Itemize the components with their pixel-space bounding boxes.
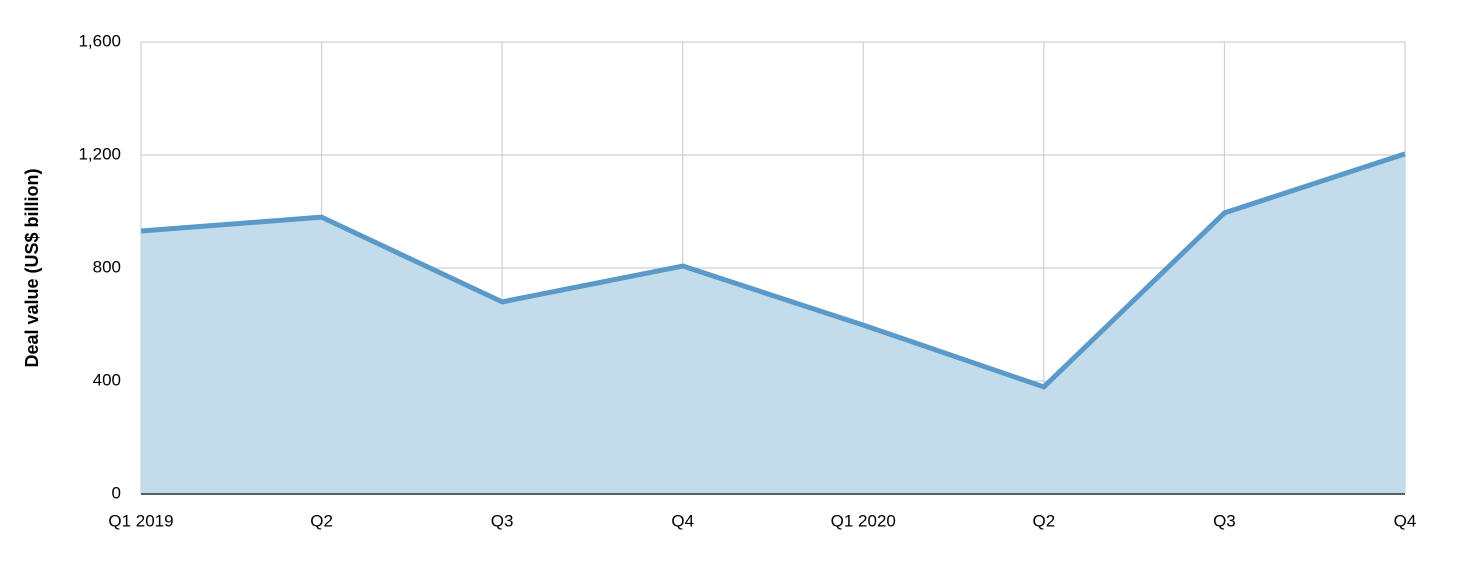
line [140, 151, 1406, 390]
x-tick-label: Q4 [671, 511, 694, 530]
x-tick-label: Q3 [1213, 511, 1236, 530]
x-tick-label: Q4 [1394, 511, 1417, 530]
x-tick-label: Q2 [310, 511, 333, 530]
x-tick-label: Q1 2019 [108, 511, 173, 530]
y-tick-label: 800 [93, 257, 121, 276]
y-tick-label: 1,600 [78, 31, 121, 50]
area [141, 153, 1405, 494]
y-axis-label: Deal value (US$ billion) [22, 168, 42, 367]
x-tick-label: Q2 [1033, 511, 1056, 530]
y-tick-label: 400 [93, 370, 121, 389]
y-tick-label: 0 [112, 483, 121, 502]
x-tick-label: Q1 2020 [831, 511, 896, 530]
x-tick-label: Q3 [491, 511, 514, 530]
y-tick-label: 1,200 [78, 144, 121, 163]
